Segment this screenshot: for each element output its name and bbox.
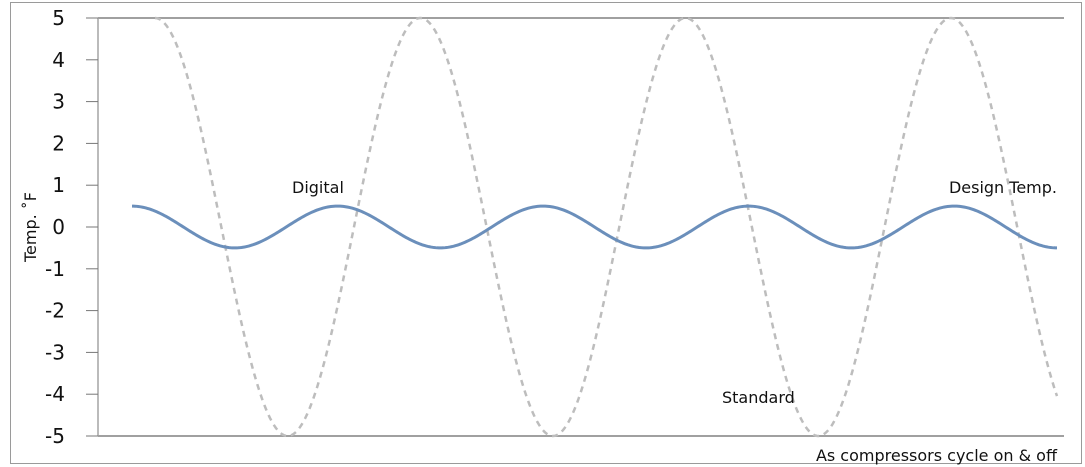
y-tick-label: -2	[45, 299, 65, 323]
y-tick-label: 3	[52, 90, 65, 114]
standard-series-label: Standard	[722, 388, 795, 407]
standard-series-line	[154, 16, 1059, 438]
x-axis-label: As compressors cycle on & off	[816, 446, 1058, 465]
y-tick-label: -5	[45, 424, 65, 448]
design-temp-label: Design Temp.	[949, 178, 1057, 197]
y-tick-label: 5	[52, 6, 65, 30]
y-tick-label: 1	[52, 173, 65, 197]
y-tick-label: 4	[52, 48, 65, 72]
y-tick-label: -1	[45, 257, 65, 281]
digital-series-line	[131, 204, 1058, 250]
y-tick-label: 0	[52, 215, 65, 239]
series-layer	[131, 16, 1059, 438]
y-axis-label: Temp. ˚F	[21, 192, 40, 263]
digital-series-label: Digital	[292, 178, 344, 197]
y-tick-label: -3	[45, 340, 65, 364]
y-tick-label: -4	[45, 382, 65, 406]
y-ticks: 5 4 3 2 1 0 -1 -2 -3 -4 -5	[45, 6, 98, 448]
chart-frame	[10, 2, 1082, 464]
reference-lines	[98, 17, 1064, 437]
y-tick-label: 2	[52, 131, 65, 155]
